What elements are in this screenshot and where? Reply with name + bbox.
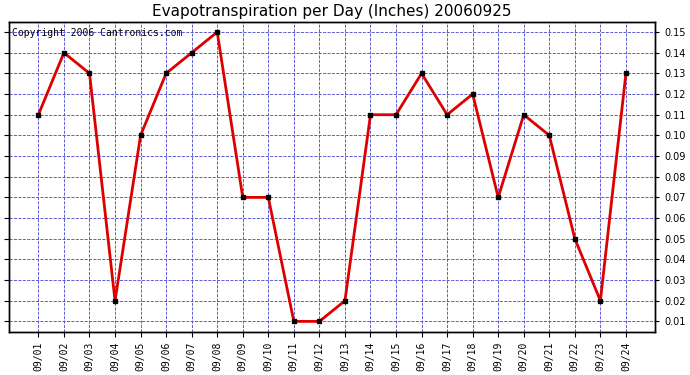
- Text: Copyright 2006 Cantronics.com: Copyright 2006 Cantronics.com: [12, 28, 183, 38]
- Title: Evapotranspiration per Day (Inches) 20060925: Evapotranspiration per Day (Inches) 2006…: [152, 4, 512, 19]
